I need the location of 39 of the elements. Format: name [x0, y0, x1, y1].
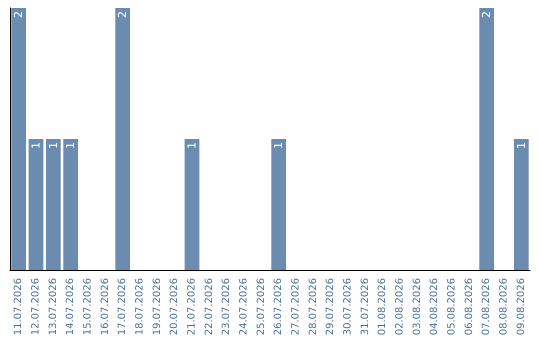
x-tick-label: 31.07.2026: [360, 278, 371, 336]
data-label: 1: [64, 142, 78, 149]
x-tick-label: 30.07.2026: [342, 278, 354, 336]
x-tick-label: 17.07.2026: [117, 278, 128, 336]
x-tick-label: 20.07.2026: [169, 278, 180, 336]
data-label: 1: [30, 142, 42, 149]
x-tick-label: 19.07.2026: [152, 278, 163, 336]
x-tick-label: 25.07.2026: [256, 278, 267, 336]
x-tick-label: 09.08.2026: [516, 278, 527, 336]
x-tick-label: 27.07.2026: [290, 278, 302, 336]
x-tick-label: 01.08.2026: [377, 278, 388, 336]
x-tick-label: 16.07.2026: [100, 278, 111, 336]
data-label: 2: [116, 11, 130, 18]
x-tick-label: 23.07.2026: [221, 278, 232, 336]
data-label: 1: [272, 142, 286, 149]
x-tick-label: 06.08.2026: [464, 278, 475, 336]
x-tick-label: 08.08.2026: [498, 278, 510, 336]
x-tick-label: 28.07.2026: [308, 278, 319, 336]
data-label: 2: [12, 11, 26, 18]
x-tick-label: 05.08.2026: [446, 278, 458, 336]
x-tick-label: 03.08.2026: [412, 278, 423, 336]
x-tick-label: 22.07.2026: [204, 278, 215, 336]
x-tick-label: 18.07.2026: [134, 278, 146, 336]
x-tick-label: 12.07.2026: [30, 278, 42, 336]
data-label: 2: [480, 11, 494, 18]
data-label: 1: [186, 142, 198, 149]
data-label: 1: [514, 142, 528, 149]
x-tick-label: 24.07.2026: [238, 278, 250, 336]
x-tick-label: 02.08.2026: [394, 278, 406, 336]
x-tick-label: 13.07.2026: [48, 278, 59, 336]
x-tick-label: 14.07.2026: [65, 278, 76, 336]
data-label: 1: [46, 142, 60, 149]
x-tick-label: 21.07.2026: [186, 278, 198, 336]
x-tick-label: 04.08.2026: [429, 278, 440, 336]
x-tick-label: 26.07.2026: [273, 278, 284, 336]
x-tick-label: 11.07.2026: [13, 278, 24, 336]
x-tick-label: 29.07.2026: [325, 278, 336, 336]
x-tick-label: 07.08.2026: [481, 278, 492, 336]
x-tick-label: 15.07.2026: [82, 278, 94, 336]
